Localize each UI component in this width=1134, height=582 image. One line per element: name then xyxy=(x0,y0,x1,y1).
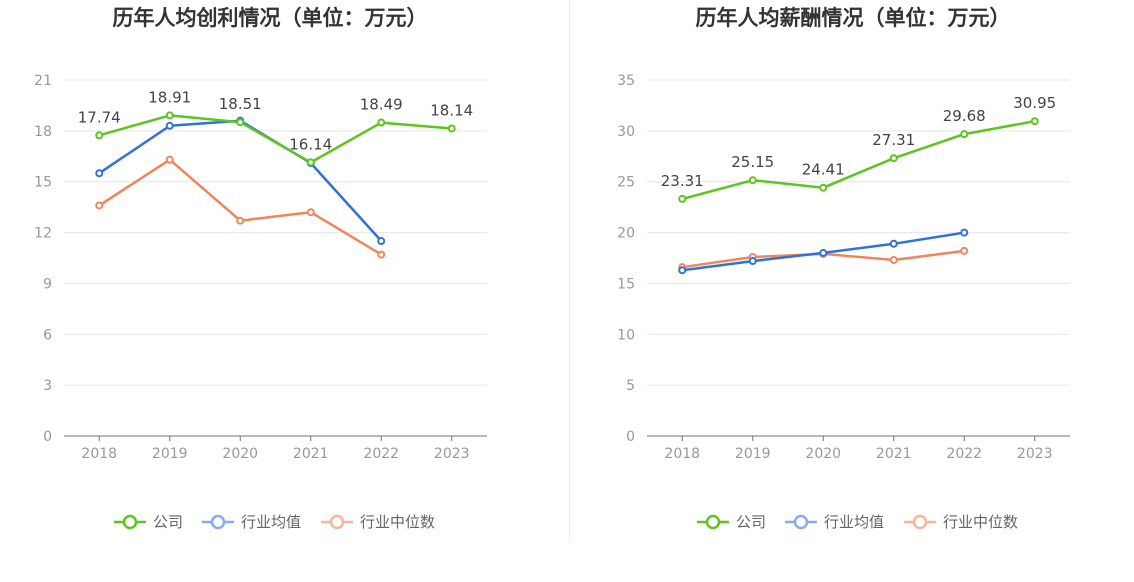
x-tick-label: 2019 xyxy=(152,446,188,462)
x-tick-label: 2019 xyxy=(735,446,771,462)
y-tick-label: 35 xyxy=(617,73,635,89)
data-point xyxy=(748,257,757,266)
data-point xyxy=(748,176,757,185)
legend-item: 公司 xyxy=(697,513,766,531)
y-tick-label: 15 xyxy=(34,175,52,191)
y-tick-label: 6 xyxy=(43,327,52,343)
legend-marker xyxy=(122,514,138,530)
data-point xyxy=(1030,117,1039,126)
legend-item: 行业均值 xyxy=(785,513,884,531)
data-label: 18.51 xyxy=(219,95,262,113)
data-label: 25.15 xyxy=(731,153,774,171)
y-tick-label: 15 xyxy=(617,276,635,292)
data-point xyxy=(306,158,315,167)
profit-per-capita-chart: 历年人均创利情况（单位：万元） 0 3 6 9 12 15 18 21 2018 2019 2020 2… xyxy=(34,6,487,531)
chart-title: 历年人均创利情况（单位：万元） xyxy=(113,6,428,30)
chart-divider xyxy=(569,0,570,542)
legend-label: 行业中位数 xyxy=(943,513,1018,531)
legend-item: 行业中位数 xyxy=(321,513,435,531)
data-point xyxy=(95,131,104,140)
data-point xyxy=(889,239,898,248)
data-label: 17.74 xyxy=(78,108,121,126)
legend-marker xyxy=(210,514,226,530)
legend-marker xyxy=(705,514,721,530)
data-point xyxy=(678,194,687,203)
data-point xyxy=(236,118,245,127)
salary-per-capita-chart: 历年人均薪酬情况（单位：万元） 0 5 10 15 20 25 30 35 2018 2019 202… xyxy=(617,6,1070,531)
data-point xyxy=(819,183,828,192)
y-tick-label: 0 xyxy=(626,429,635,445)
data-point xyxy=(889,256,898,265)
y-tick-label: 3 xyxy=(43,378,52,394)
x-tick-label: 2023 xyxy=(434,446,470,462)
series-line-0 xyxy=(98,114,452,164)
data-point xyxy=(95,201,104,210)
y-tick-label: 25 xyxy=(617,175,635,191)
data-point xyxy=(165,111,174,120)
data-point xyxy=(960,228,969,237)
x-tick-label: 2021 xyxy=(293,446,329,462)
data-label: 27.31 xyxy=(872,131,915,149)
x-tick-label: 2021 xyxy=(876,446,912,462)
y-tick-label: 0 xyxy=(43,429,52,445)
data-label: 30.95 xyxy=(1013,94,1056,112)
y-tick-label: 5 xyxy=(626,378,635,394)
data-point xyxy=(889,154,898,163)
data-point xyxy=(165,155,174,164)
x-tick-label: 2018 xyxy=(664,446,700,462)
chart-title: 历年人均薪酬情况（单位：万元） xyxy=(696,6,1011,30)
data-point xyxy=(377,250,386,259)
y-tick-label: 18 xyxy=(34,124,52,140)
data-point xyxy=(447,124,456,133)
x-tick-label: 2020 xyxy=(222,446,258,462)
data-label: 23.31 xyxy=(661,172,704,190)
data-point xyxy=(236,216,245,225)
data-point xyxy=(960,246,969,255)
data-label: 18.14 xyxy=(430,101,473,119)
y-tick-label: 20 xyxy=(617,226,635,242)
y-tick-label: 21 xyxy=(34,73,52,89)
data-point xyxy=(95,169,104,178)
data-point xyxy=(165,121,174,130)
legend-item: 公司 xyxy=(114,513,183,531)
data-label: 16.14 xyxy=(289,135,332,153)
legend-label: 行业中位数 xyxy=(360,513,435,531)
x-tick-label: 2020 xyxy=(805,446,841,462)
data-label: 24.41 xyxy=(802,161,845,179)
data-point xyxy=(306,208,315,217)
x-tick-label: 2022 xyxy=(946,446,982,462)
series-line-2 xyxy=(98,158,382,256)
x-tick-label: 2022 xyxy=(363,446,399,462)
y-tick-label: 9 xyxy=(43,276,52,292)
y-tick-label: 10 xyxy=(617,327,635,343)
data-label: 18.91 xyxy=(148,88,191,106)
data-label: 29.68 xyxy=(943,107,986,125)
legend-item: 行业均值 xyxy=(202,513,301,531)
legend-label: 行业均值 xyxy=(241,513,301,531)
data-point xyxy=(819,248,828,257)
series-line-0 xyxy=(681,119,1036,201)
legend-label: 公司 xyxy=(736,513,766,531)
data-point xyxy=(960,130,969,139)
data-label: 18.49 xyxy=(360,96,403,114)
x-tick-label: 2023 xyxy=(1017,446,1053,462)
data-point xyxy=(678,266,687,275)
data-point xyxy=(377,237,386,246)
x-tick-label: 2018 xyxy=(81,446,117,462)
legend-item: 行业中位数 xyxy=(904,513,1018,531)
y-tick-label: 12 xyxy=(34,226,52,242)
legend-marker xyxy=(329,514,345,530)
data-point xyxy=(377,118,386,127)
legend-label: 公司 xyxy=(153,513,183,531)
legend-marker xyxy=(912,514,928,530)
y-tick-label: 30 xyxy=(617,124,635,140)
legend-marker xyxy=(793,514,809,530)
legend-label: 行业均值 xyxy=(824,513,884,531)
